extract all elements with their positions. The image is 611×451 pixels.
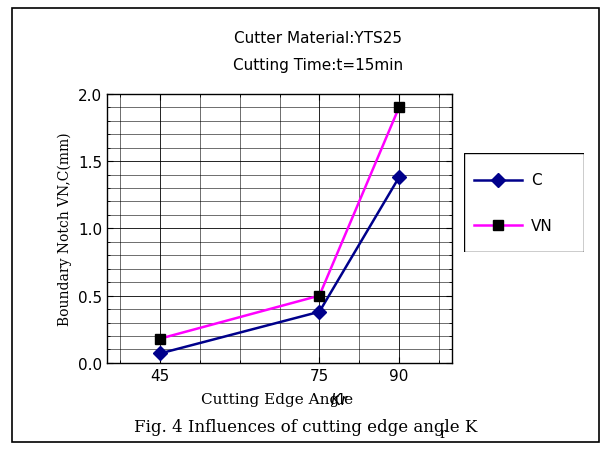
Text: Cutter Material:YTS25: Cutter Material:YTS25: [234, 31, 401, 46]
Text: Cutting Edge Angle: Cutting Edge Angle: [201, 392, 358, 406]
Y-axis label: Boundary Notch VN,C(mm): Boundary Notch VN,C(mm): [58, 132, 72, 326]
Text: $\mathit{Kr}$: $\mathit{Kr}$: [331, 391, 349, 407]
Text: Fig. 4 Influences of cutting edge angle K: Fig. 4 Influences of cutting edge angle …: [134, 418, 477, 435]
Text: r: r: [439, 426, 446, 440]
Text: C: C: [531, 173, 542, 188]
Text: Cutting Time:t=15min: Cutting Time:t=15min: [233, 58, 403, 73]
Text: VN: VN: [531, 218, 553, 233]
